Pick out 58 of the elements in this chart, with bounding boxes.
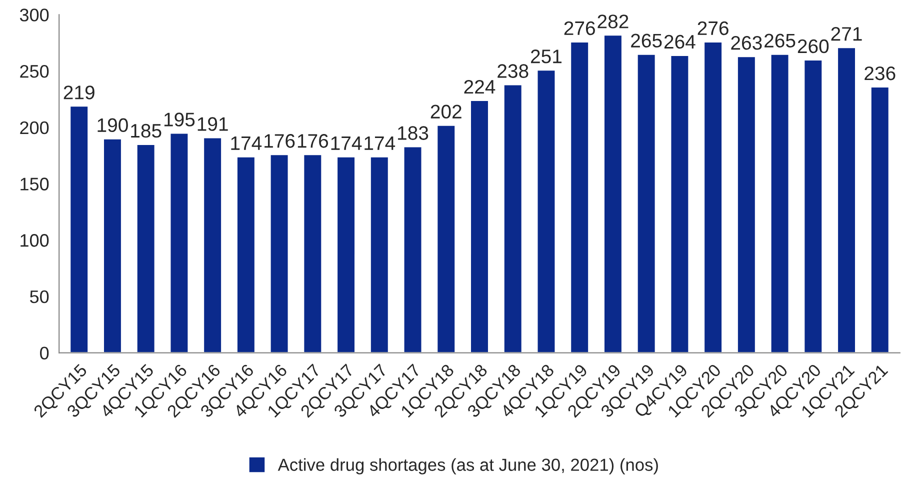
data-label: 260 <box>798 39 829 54</box>
bar <box>603 34 623 353</box>
bar <box>636 53 656 353</box>
bar <box>470 100 490 353</box>
bar <box>136 144 156 353</box>
data-label: 202 <box>430 104 462 119</box>
data-label: 174 <box>364 136 396 150</box>
data-label: 195 <box>164 112 195 126</box>
data-label: 191 <box>198 117 228 131</box>
data-label: 185 <box>131 124 162 138</box>
data-label: 176 <box>264 134 295 148</box>
data-label: 174 <box>231 136 262 150</box>
bar <box>370 156 390 353</box>
data-label: 251 <box>530 50 562 64</box>
bar <box>502 84 523 353</box>
data-label: 174 <box>331 136 362 150</box>
bar <box>402 146 423 353</box>
bar <box>670 54 690 353</box>
bar <box>202 136 222 353</box>
y-tick-label: 0 <box>40 346 49 360</box>
y-tick-label: 100 <box>20 234 49 247</box>
bar <box>703 41 723 353</box>
bar <box>269 154 290 353</box>
bar <box>836 46 856 353</box>
y-tick-label: 200 <box>20 121 49 134</box>
bar <box>302 154 323 353</box>
bar <box>870 86 890 353</box>
bar <box>236 156 256 353</box>
y-tick-label: 300 <box>20 8 49 22</box>
bar <box>336 156 356 353</box>
data-label: 219 <box>64 86 94 100</box>
data-label: 236 <box>864 66 896 80</box>
bar <box>69 105 89 353</box>
y-tick-label: 150 <box>20 178 49 190</box>
bar <box>803 59 824 353</box>
data-label: 176 <box>298 134 328 148</box>
bar <box>436 124 456 353</box>
data-label: 263 <box>731 36 762 50</box>
data-label: 265 <box>631 34 662 48</box>
bar <box>570 41 590 353</box>
data-label: 183 <box>398 126 428 140</box>
y-tick-label: 250 <box>20 64 49 78</box>
bar <box>770 53 790 353</box>
bar <box>169 132 190 353</box>
data-label: 264 <box>664 34 696 49</box>
data-label: 271 <box>831 26 862 41</box>
data-label: 276 <box>564 21 595 36</box>
y-tick-label: 50 <box>30 290 49 304</box>
bar <box>536 69 556 353</box>
data-label: 276 <box>698 21 728 36</box>
bar <box>736 56 756 353</box>
data-label: 238 <box>498 64 528 78</box>
legend-label: Active drug shortages (as at June 30, 2021) (nos) <box>278 458 658 474</box>
data-label: 282 <box>598 14 628 28</box>
data-label: 265 <box>764 34 796 48</box>
data-label: 190 <box>98 118 128 132</box>
data-label: 224 <box>464 80 496 94</box>
bar <box>102 138 122 353</box>
